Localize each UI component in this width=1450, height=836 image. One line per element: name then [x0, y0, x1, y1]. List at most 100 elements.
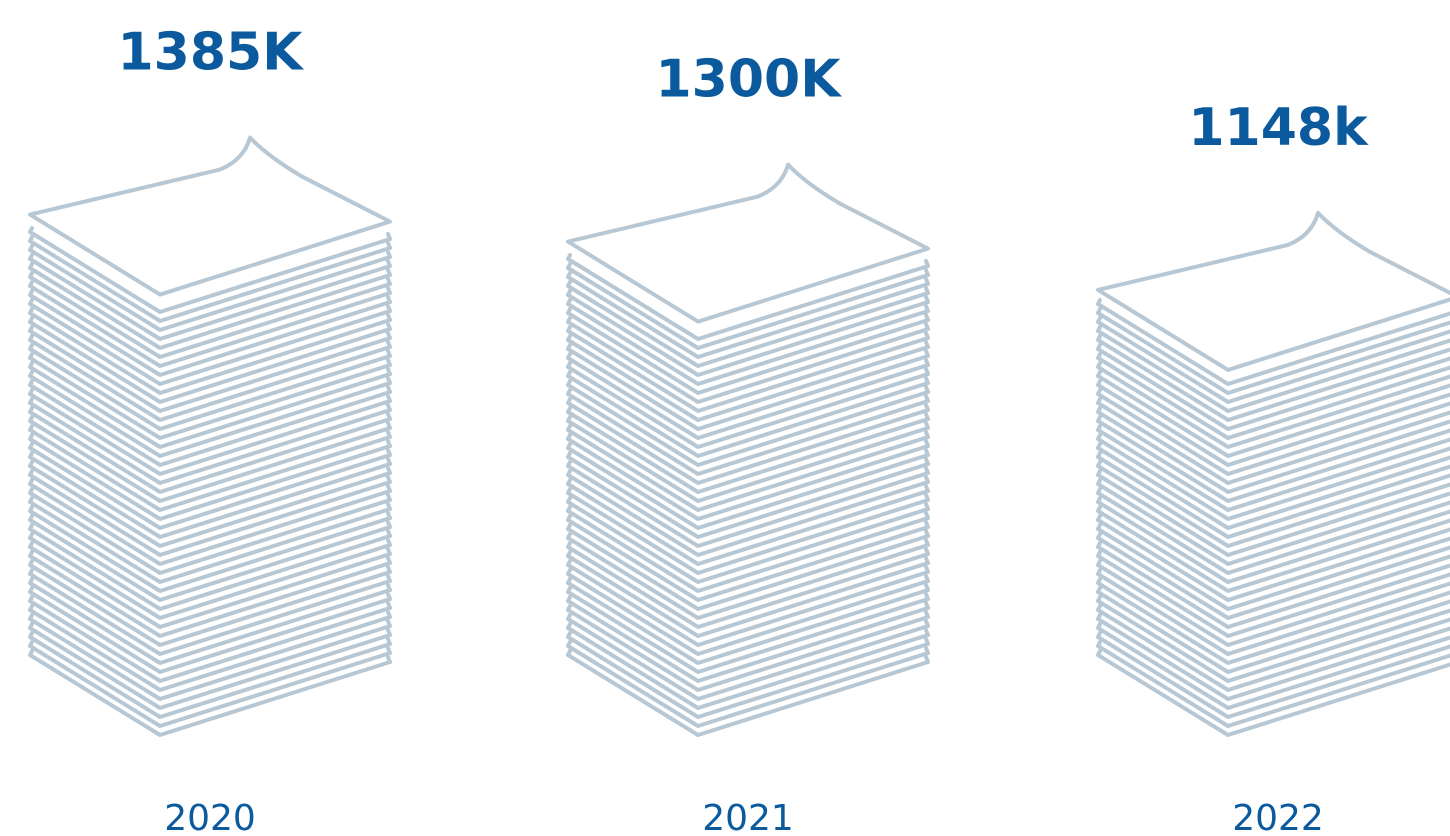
- sheet-edge: [566, 379, 930, 467]
- sheet-edge: [566, 541, 930, 629]
- sheet-edge: [566, 487, 930, 575]
- sheet-edge: [1096, 451, 1450, 539]
- top-sheet: [566, 162, 930, 324]
- top-sheet: [1096, 210, 1450, 372]
- sheet-edge: [566, 649, 930, 737]
- sheet-edge: [1096, 316, 1450, 404]
- sheet-edge: [566, 406, 930, 494]
- sheet-edge: [1096, 595, 1450, 683]
- sheet-edge: [28, 604, 392, 692]
- value-label: 1385K: [117, 23, 304, 83]
- sheet-edge: [566, 298, 930, 386]
- sheet-edge: [1096, 388, 1450, 476]
- sheet-edge: [566, 343, 930, 431]
- sheet-edge: [28, 352, 392, 440]
- sheet-edge: [1096, 478, 1450, 566]
- sheet-edge: [566, 307, 930, 395]
- sheet-edge: [566, 586, 930, 674]
- sheet-edge: [1096, 613, 1450, 701]
- sheet-edge: [1096, 586, 1450, 674]
- sheet-edge: [1096, 487, 1450, 575]
- sheet-edge: [1096, 496, 1450, 584]
- sheet-edge: [1096, 649, 1450, 737]
- sheet-edge: [566, 595, 930, 683]
- sheet-edge: [1096, 523, 1450, 611]
- sheet-edge: [28, 622, 392, 710]
- sheet-edge: [28, 586, 392, 674]
- sheet-edge: [566, 523, 930, 611]
- sheet-edge: [566, 532, 930, 620]
- paper-stack: [566, 162, 930, 737]
- sheet-edge: [1096, 550, 1450, 638]
- sheet-edge: [1096, 469, 1450, 557]
- sheet-edge: [1096, 541, 1450, 629]
- sheet-edge: [1096, 424, 1450, 512]
- sheet-edge: [28, 406, 392, 494]
- sheet-edge: [28, 361, 392, 449]
- sheet-edge: [1096, 505, 1450, 593]
- sheet-edge: [28, 424, 392, 512]
- sheet-edge: [566, 370, 930, 458]
- sheet-edge: [566, 280, 930, 368]
- sheet-edge: [566, 622, 930, 710]
- sheet-edge: [28, 325, 392, 413]
- sheet-edge: [28, 577, 392, 665]
- sheet-edge: [28, 271, 392, 359]
- sheet-edge: [566, 568, 930, 656]
- sheet-edge: [566, 550, 930, 638]
- sheet-edge: [28, 235, 392, 323]
- sheet-edge: [1096, 604, 1450, 692]
- sheet-edge: [28, 631, 392, 719]
- sheet-edge: [1096, 325, 1450, 413]
- sheet-edge: [1096, 568, 1450, 656]
- sheet-edge: [1096, 532, 1450, 620]
- sheet-edge: [566, 451, 930, 539]
- sheet-edge: [28, 640, 392, 728]
- sheet-edge: [28, 469, 392, 557]
- sheet-edge: [28, 649, 392, 737]
- sheet-edge: [1096, 379, 1450, 467]
- sheet-edge: [566, 334, 930, 422]
- sheet-edge: [566, 460, 930, 548]
- sheet-edge: [566, 388, 930, 476]
- sheet-edge: [1096, 334, 1450, 422]
- sheet-edge: [566, 496, 930, 584]
- sheet-edge: [28, 343, 392, 431]
- sheet-edge: [566, 577, 930, 665]
- sheet-edge: [1096, 442, 1450, 530]
- value-label: 1148k: [1188, 98, 1369, 158]
- sheet-edge: [1096, 415, 1450, 503]
- sheet-edge: [28, 388, 392, 476]
- sheet-edge: [1096, 433, 1450, 521]
- category-label: 2020: [164, 798, 256, 836]
- sheet-edge: [566, 262, 930, 350]
- sheet-edge: [1096, 343, 1450, 431]
- sheet-edge: [566, 415, 930, 503]
- sheet-edge: [566, 604, 930, 692]
- sheet-edge: [28, 595, 392, 683]
- sheet-edge: [1096, 559, 1450, 647]
- sheet-edge: [566, 316, 930, 404]
- paper-stack: [1096, 210, 1450, 737]
- sheet-edge: [28, 298, 392, 386]
- sheet-edge: [28, 307, 392, 395]
- sheet-edge: [28, 226, 392, 314]
- sheet-edge: [28, 289, 392, 377]
- sheet-edge: [28, 568, 392, 656]
- sheet-edge: [28, 541, 392, 629]
- sheet-edge: [1096, 514, 1450, 602]
- sheet-edge: [566, 325, 930, 413]
- sheet-edge: [28, 442, 392, 530]
- sheet-edge: [1096, 397, 1450, 485]
- sheet-edge: [28, 514, 392, 602]
- sheet-edge: [28, 505, 392, 593]
- sheet-edge: [28, 316, 392, 404]
- sheet-edge: [1096, 622, 1450, 710]
- sheet-edge: [28, 550, 392, 638]
- sheet-edge: [566, 442, 930, 530]
- top-sheet: [28, 135, 392, 297]
- sheet-edge: [28, 460, 392, 548]
- value-label: 1300K: [655, 50, 842, 110]
